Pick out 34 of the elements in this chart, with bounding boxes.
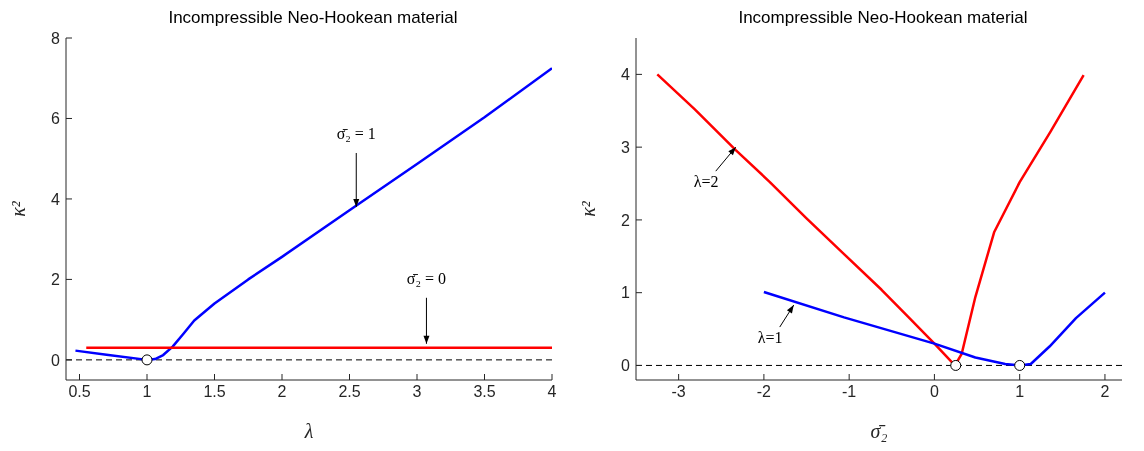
x-tick-label: 4: [547, 383, 557, 401]
x-tick-label: 2: [1100, 383, 1110, 401]
annotation: σ̄₂ = 1: [336, 124, 376, 142]
y-tick-label: 0: [621, 357, 631, 375]
y-tick-label: 8: [51, 29, 61, 47]
x-tick-label: 3.5: [473, 383, 496, 401]
x-tick-label: 1: [142, 383, 152, 401]
y-tick-label: 3: [621, 138, 631, 156]
annotation: λ=1: [757, 329, 783, 347]
annotation: λ=2: [693, 173, 719, 191]
y-tick-label: 2: [621, 211, 631, 229]
x-tick-label: 0: [929, 383, 939, 401]
y-tick-label: 4: [51, 190, 61, 208]
x-axis-title: λ: [303, 420, 314, 442]
x-tick-label: -3: [671, 383, 686, 401]
y-tick-label: 2: [51, 271, 61, 289]
x-tick-label: 1.5: [203, 383, 226, 401]
y-tick-label: 6: [51, 110, 61, 128]
x-tick-label: -1: [842, 383, 857, 401]
x-tick-label: 0.5: [68, 383, 91, 401]
y-tick-label: 0: [51, 351, 61, 369]
x-tick-label: 1: [1015, 383, 1025, 401]
x-tick-label: 2.5: [338, 383, 361, 401]
annotation: σ̄₂ = 0: [406, 269, 447, 287]
y-axis-title: κ²: [577, 200, 600, 217]
x-tick-label: 3: [412, 383, 422, 401]
y-axis-title: κ²: [7, 200, 30, 217]
x-tick-label: 2: [277, 383, 287, 401]
chart-title: Incompressible Neo-Hookean material: [737, 8, 1029, 29]
chart-title: Incompressible Neo-Hookean material: [168, 8, 458, 27]
y-tick-label: 4: [621, 66, 631, 84]
x-tick-label: -2: [756, 383, 772, 401]
x-axis-title: σ̄₂: [870, 420, 888, 442]
y-tick-label: 1: [621, 284, 631, 302]
